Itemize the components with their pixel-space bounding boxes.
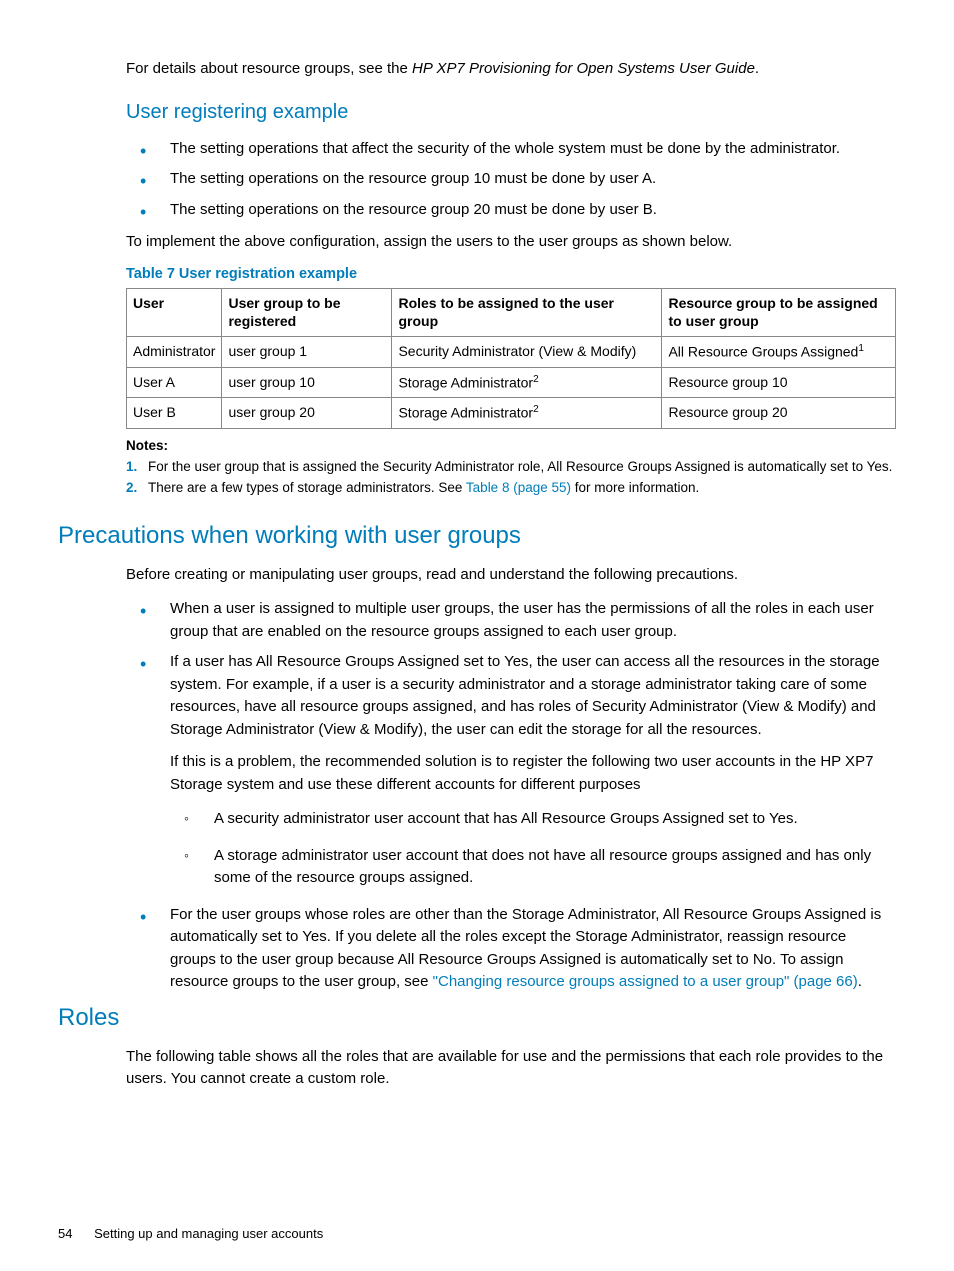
table-notes: Notes: 1. For the user group that is ass… (126, 437, 896, 498)
section2-intro: Before creating or manipulating user gro… (126, 564, 896, 587)
note-item: 2. There are a few types of storage admi… (126, 479, 896, 498)
note-text: For the user group that is assigned the … (148, 459, 892, 474)
note-text-after: for more information. (571, 480, 699, 495)
heading-precautions: Precautions when working with user group… (58, 522, 896, 550)
cell-roles-text: Storage Administrator (398, 374, 533, 390)
cell-roles-text: Storage Administrator (398, 405, 533, 421)
footnote-ref: 1 (858, 343, 864, 354)
note-number: 2. (126, 479, 137, 498)
heading-roles: Roles (58, 1004, 896, 1032)
user-registration-table: User User group to be registered Roles t… (126, 288, 896, 429)
table-row: User B user group 20 Storage Administrat… (127, 398, 896, 429)
note-link[interactable]: Table 8 (page 55) (466, 480, 571, 495)
note-text-before: There are a few types of storage adminis… (148, 480, 466, 495)
table-caption: Table 7 User registration example (126, 266, 896, 282)
intro-italic: HP XP7 Provisioning for Open Systems Use… (412, 60, 755, 77)
section3-text: The following table shows all the roles … (126, 1046, 896, 1091)
cell-resource: All Resource Groups Assigned1 (662, 337, 896, 368)
page-content: For details about resource groups, see t… (58, 58, 896, 1091)
notes-title: Notes: (126, 437, 896, 456)
heading-user-registering-example: User registering example (126, 101, 896, 124)
cell-resource: Resource group 10 (662, 367, 896, 398)
table-row: User A user group 10 Storage Administrat… (127, 367, 896, 398)
th-resource: Resource group to be assigned to user gr… (662, 288, 896, 337)
cell-user: Administrator (127, 337, 222, 368)
cell-resource-text: All Resource Groups Assigned (668, 344, 858, 360)
cell-resource: Resource group 20 (662, 398, 896, 429)
cell-group: user group 1 (222, 337, 392, 368)
list-item: When a user is assigned to multiple user… (126, 598, 896, 643)
cell-group: user group 10 (222, 367, 392, 398)
sub-list-item: A storage administrator user account tha… (170, 845, 896, 890)
list-item: The setting operations that affect the s… (126, 138, 896, 161)
list-item-text: The setting operations that affect the s… (170, 140, 840, 157)
intro-suffix: . (755, 60, 759, 77)
sub-list-text: A storage administrator user account tha… (214, 847, 871, 887)
chapter-title: Setting up and managing user accounts (94, 1226, 323, 1241)
list-item-text: The setting operations on the resource g… (170, 170, 656, 187)
list-item: If a user has All Resource Groups Assign… (126, 651, 896, 890)
note-item: 1. For the user group that is assigned t… (126, 458, 896, 477)
list-item: For the user groups whose roles are othe… (126, 904, 896, 994)
table-header-row: User User group to be registered Roles t… (127, 288, 896, 337)
cell-group: user group 20 (222, 398, 392, 429)
page-number: 54 (58, 1226, 72, 1241)
cell-roles: Storage Administrator2 (392, 367, 662, 398)
intro-prefix: For details about resource groups, see t… (126, 60, 412, 77)
list-item-link[interactable]: "Changing resource groups assigned to a … (433, 973, 858, 990)
th-user: User (127, 288, 222, 337)
list-item-text: If a user has All Resource Groups Assign… (170, 653, 880, 738)
th-group: User group to be registered (222, 288, 392, 337)
section1-bullet-list: The setting operations that affect the s… (126, 138, 896, 222)
list-item-text: The setting operations on the resource g… (170, 201, 657, 218)
sub-list: A security administrator user account th… (170, 808, 896, 890)
cell-roles: Storage Administrator2 (392, 398, 662, 429)
cell-user: User B (127, 398, 222, 429)
sub-list-text: A security administrator user account th… (214, 810, 798, 827)
list-item: The setting operations on the resource g… (126, 199, 896, 222)
list-item-para: If this is a problem, the recommended so… (170, 751, 896, 796)
note-number: 1. (126, 458, 137, 477)
list-item: The setting operations on the resource g… (126, 168, 896, 191)
list-item-text: When a user is assigned to multiple user… (170, 600, 874, 640)
th-roles: Roles to be assigned to the user group (392, 288, 662, 337)
section2-bullet-list: When a user is assigned to multiple user… (126, 598, 896, 994)
page-footer: 54 Setting up and managing user accounts (58, 1226, 323, 1241)
sub-list-item: A security administrator user account th… (170, 808, 896, 831)
list-item-text-after: . (858, 973, 862, 990)
intro-paragraph: For details about resource groups, see t… (126, 58, 896, 81)
table-row: Administrator user group 1 Security Admi… (127, 337, 896, 368)
cell-roles: Security Administrator (View & Modify) (392, 337, 662, 368)
section1-after-text: To implement the above configuration, as… (126, 231, 896, 254)
cell-user: User A (127, 367, 222, 398)
footnote-ref: 2 (533, 404, 539, 415)
footnote-ref: 2 (533, 374, 539, 385)
